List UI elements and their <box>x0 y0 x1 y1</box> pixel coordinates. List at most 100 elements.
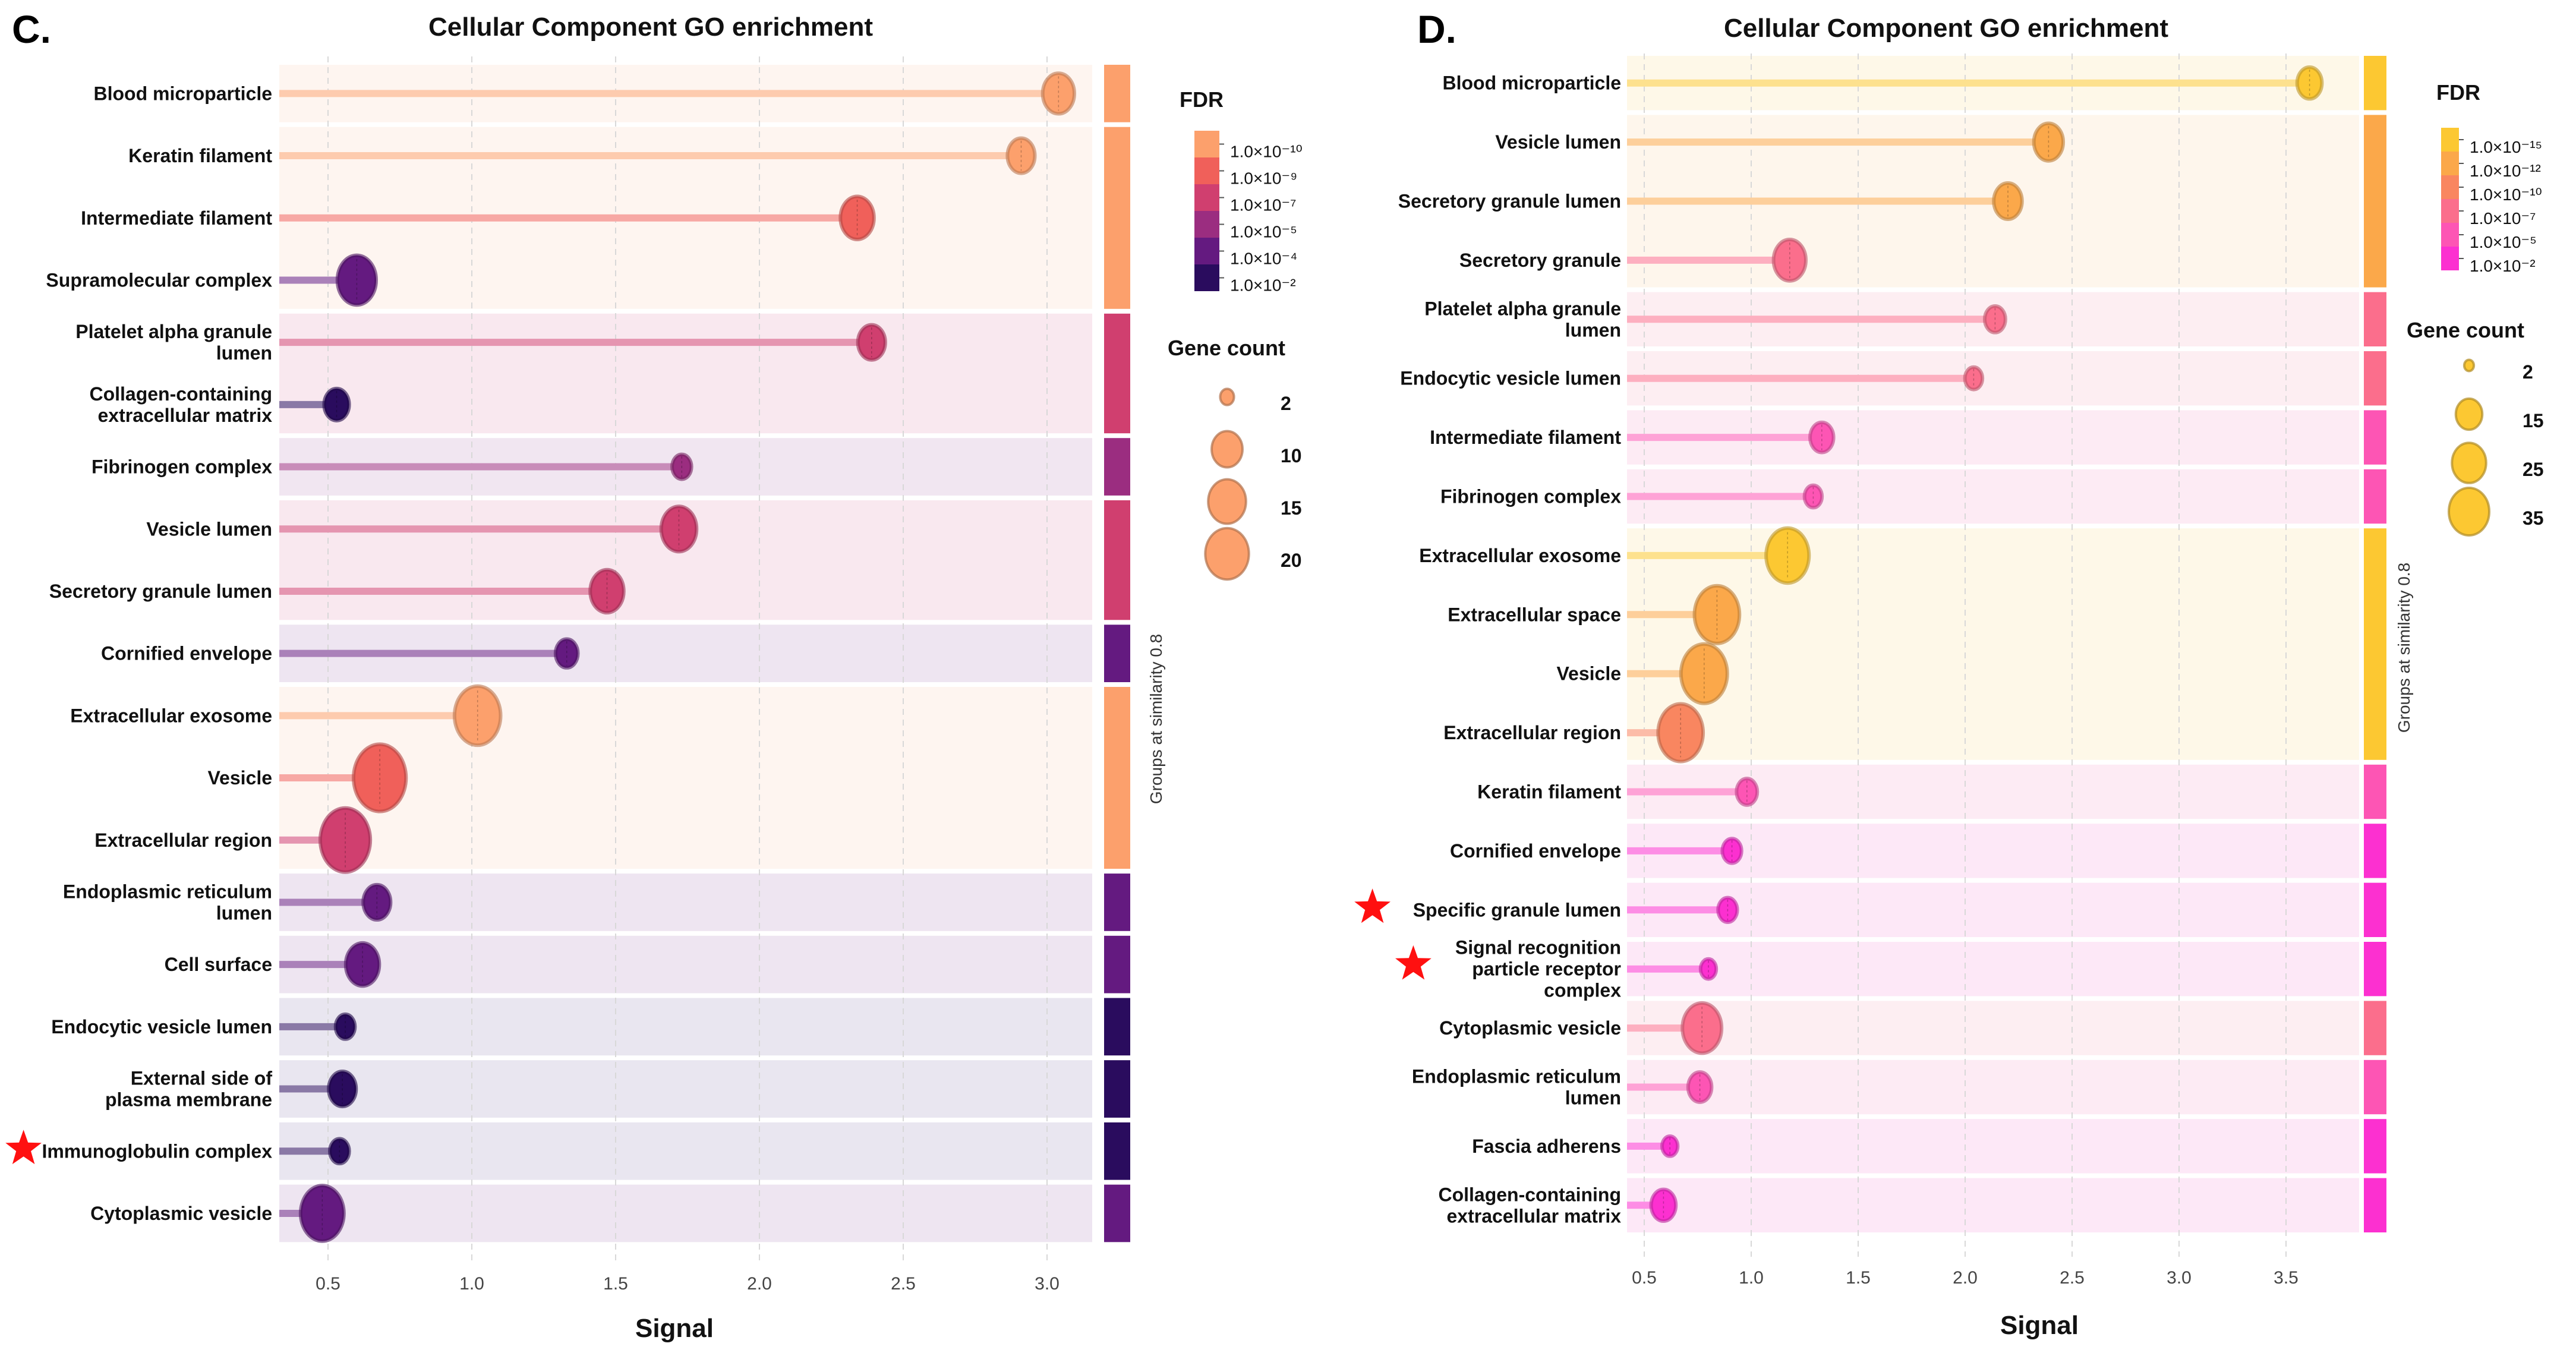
fdr-swatch <box>1194 238 1219 264</box>
term-label: Extracellular space <box>1448 604 1621 625</box>
x-tick-label: 1.5 <box>1846 1268 1871 1288</box>
size-legend-circle <box>1204 526 1250 581</box>
fdr-label: 1.0×10⁻⁵ <box>2470 233 2537 251</box>
term-label: Collagen-containing extracellular matrix <box>1438 1184 1621 1226</box>
panel-c-size-legend: 2 10 15 20 <box>1204 387 1302 581</box>
panel-d-bands <box>1627 56 2359 1232</box>
size-legend-label: 2 <box>2523 361 2533 383</box>
term-label-line: External side of <box>131 1068 273 1089</box>
term-label-line: Extracellular region <box>94 830 272 851</box>
fdr-swatch <box>2441 223 2459 247</box>
term-label: Endocytic vesicle lumen <box>1400 368 1621 389</box>
group-band <box>1627 528 2359 760</box>
term-label: Secretory granule lumen <box>1398 191 1621 212</box>
term-label: Specific granule lumen <box>1413 899 1621 920</box>
size-legend-label: 35 <box>2523 507 2544 529</box>
group-color-bar <box>2364 1059 2386 1115</box>
fdr-label: 1.0×10⁻⁷ <box>1230 196 1296 215</box>
term-label: Vesicle lumen <box>146 518 272 540</box>
group-color-bar <box>1104 625 1130 682</box>
fdr-label: 1.0×10⁻⁵ <box>1230 223 1297 241</box>
panel-d-fdr-colorbar: 1.0×10⁻¹⁵ 1.0×10⁻¹² 1.0×10⁻¹⁰ 1.0×10⁻⁷ 1.0×1… <box>2441 128 2542 275</box>
term-label: Immunoglobulin complex <box>42 1140 272 1162</box>
group-band <box>279 1060 1092 1118</box>
group-color-bar <box>1104 1184 1130 1243</box>
star-icon <box>5 1130 42 1165</box>
term-label-line: Specific granule lumen <box>1413 899 1621 920</box>
term-label-line: Intermediate filament <box>1430 427 1621 448</box>
term-label: Keratin filament <box>1477 781 1621 803</box>
panel-c-x-ticks: 0.5 1.0 1.5 2.0 2.5 3.0 <box>316 1274 1060 1294</box>
group-color-bar <box>1104 313 1130 434</box>
term-label: Vesicle lumen <box>1495 131 1621 153</box>
group-color-bar <box>1104 935 1130 994</box>
fdr-label: 1.0×10⁻⁴ <box>1230 250 1297 268</box>
x-tick-label: 3.5 <box>2274 1268 2298 1288</box>
fdr-swatch <box>2441 247 2459 270</box>
group-color-bar <box>1104 1060 1130 1118</box>
group-color-bar <box>2364 115 2386 288</box>
size-legend-label: 15 <box>2523 410 2544 431</box>
size-legend-circle <box>2448 487 2490 537</box>
panel-c-title: Cellular Component GO enrichment <box>428 12 873 42</box>
lollipop-point <box>1808 420 1836 455</box>
panel-c: C. Cellular Component GO enrichment Bloo… <box>5 7 1303 1343</box>
group-color-bar <box>2364 942 2386 996</box>
group-band <box>279 935 1092 994</box>
x-tick-label: 3.0 <box>2167 1268 2192 1288</box>
panel-c-fdr-colorbar: 1.0×10⁻¹⁰ 1.0×10⁻⁹ 1.0×10⁻⁷ 1.0×10⁻⁵ 1.0×10⁻… <box>1194 131 1303 295</box>
term-label-line: Extracellular exosome <box>70 705 272 726</box>
term-label: Blood microparticle <box>94 83 273 104</box>
lollipop-point <box>343 941 381 988</box>
term-label-line: Intermediate filament <box>81 207 272 229</box>
term-label: Platelet alpha granule lumen <box>75 321 272 364</box>
term-label: External side of plasma membrane <box>105 1068 272 1111</box>
term-label: Cornified envelope <box>1450 840 1621 862</box>
panel-d-fdr-legend-title: FDR <box>2436 80 2480 105</box>
term-label-line: Cornified envelope <box>101 643 272 664</box>
group-color-bar <box>1104 1122 1130 1180</box>
group-color-bar <box>2364 764 2386 819</box>
size-legend-circle <box>1210 430 1244 469</box>
term-label-line: Endocytic vesicle lumen <box>51 1016 272 1038</box>
lollipop-point <box>1041 71 1076 116</box>
term-label: Cell surface <box>165 954 272 975</box>
term-label-line: particle receptor <box>1472 958 1621 980</box>
term-label: Fibrinogen complex <box>1440 486 1621 507</box>
group-color-bar <box>1104 873 1130 931</box>
fdr-swatch <box>2441 175 2459 199</box>
term-label: Cornified envelope <box>101 643 272 664</box>
lollipop-point <box>1771 238 1808 283</box>
panel-c-marks <box>279 71 1076 1243</box>
term-label: Endoplasmic reticulum lumen <box>63 881 272 923</box>
fdr-label: 1.0×10⁻⁷ <box>2470 209 2536 228</box>
fdr-label: 1.0×10⁻² <box>2470 257 2536 275</box>
term-label-line: Endoplasmic reticulum <box>1412 1066 1621 1087</box>
term-label-line: Extracellular space <box>1448 604 1621 625</box>
term-label: Fibrinogen complex <box>92 456 272 478</box>
group-band <box>279 313 1092 434</box>
term-label: Secretory granule <box>1459 250 1621 271</box>
lollipop-point <box>553 637 580 670</box>
lollipop-point <box>1649 1187 1678 1223</box>
group-color-bar <box>2364 528 2386 760</box>
x-tick-label: 2.0 <box>1953 1268 1978 1288</box>
x-tick-label: 1.0 <box>459 1274 484 1294</box>
term-label: Vesicle <box>207 767 272 789</box>
fdr-swatch <box>1194 264 1219 291</box>
lollipop-point <box>838 194 876 241</box>
group-color-bar <box>1104 998 1130 1056</box>
size-legend-circle <box>2451 442 2487 484</box>
size-legend-label: 15 <box>1281 497 1302 519</box>
size-legend-label: 10 <box>1281 445 1302 466</box>
group-color-bar <box>1104 65 1130 122</box>
term-label-line: plasma membrane <box>105 1089 272 1111</box>
term-label-line: Platelet alpha granule <box>1424 298 1621 319</box>
group-color-bar <box>2364 469 2386 524</box>
group-color-bar <box>1104 438 1130 496</box>
panel-d-marks <box>1627 65 2324 1223</box>
term-label: Supramolecular complex <box>46 269 272 291</box>
panel-d-x-ticks: 0.5 1.0 1.5 2.0 2.5 3.0 3.5 <box>1632 1268 2298 1288</box>
panel-c-x-axis-label: Signal <box>635 1314 714 1343</box>
